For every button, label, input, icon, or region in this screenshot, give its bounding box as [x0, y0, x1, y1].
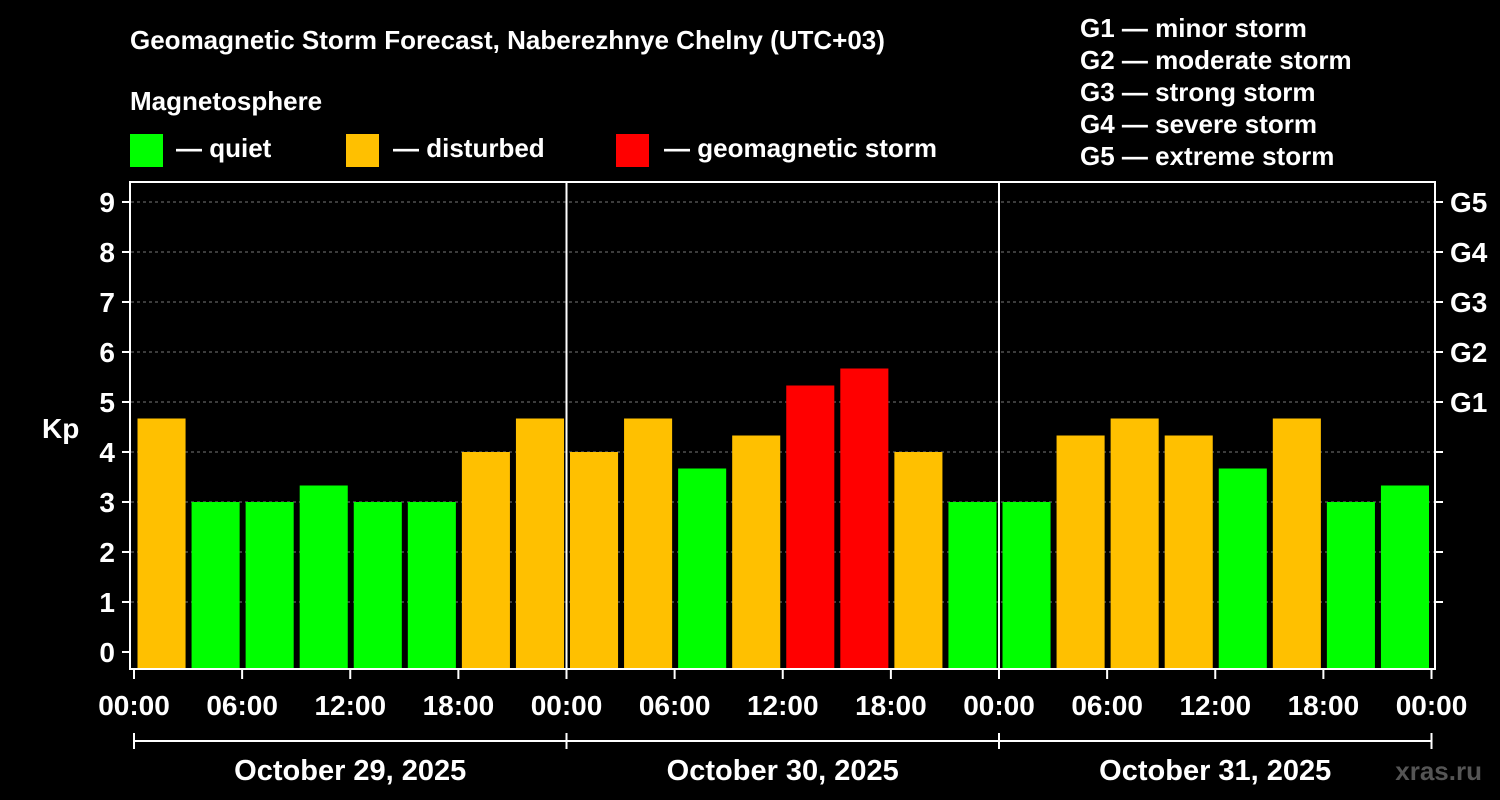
kp-bar — [570, 452, 619, 669]
day-dividers — [565, 182, 1000, 669]
day-label: October 30, 2025 — [667, 755, 899, 787]
kp-bar — [786, 385, 835, 669]
x-tick-label: 06:00 — [1071, 690, 1143, 721]
y-tick-label: 4 — [99, 437, 115, 468]
kp-bar — [1326, 502, 1375, 669]
x-tick-label: 00:00 — [531, 690, 603, 721]
kp-bar — [353, 502, 402, 669]
y-axis-label: Kp — [42, 413, 79, 444]
y-tick-label: 2 — [99, 537, 115, 568]
day-label: October 29, 2025 — [234, 755, 466, 787]
kp-bar — [1272, 418, 1321, 669]
kp-bar — [407, 502, 456, 669]
kp-bar — [1056, 435, 1105, 669]
legend-swatch-quiet — [130, 134, 163, 167]
kp-bar — [948, 502, 997, 669]
kp-bar — [732, 435, 781, 669]
y-tick-label: 3 — [99, 487, 115, 518]
kp-bar — [1110, 418, 1159, 669]
storm-level-label: G5 — [1450, 187, 1487, 218]
storm-level-legend: G1 — minor storm G2 — moderate storm G3 … — [1080, 13, 1352, 171]
kp-bar — [1164, 435, 1213, 669]
x-tick-label: 06:00 — [639, 690, 711, 721]
status-legend: — quiet — disturbed — geomagnetic storm — [130, 133, 937, 167]
kp-bar — [515, 418, 564, 669]
x-tick-label: 18:00 — [1288, 690, 1360, 721]
y-tick-label: 5 — [99, 387, 115, 418]
storm-level-label: G3 — [1450, 287, 1487, 318]
x-tick-label: 18:00 — [855, 690, 927, 721]
kp-bar — [894, 452, 943, 669]
gridlines — [131, 201, 1434, 603]
bars — [137, 368, 1429, 669]
y-tick-label: 8 — [99, 237, 115, 268]
day-label: October 31, 2025 — [1099, 755, 1331, 787]
kp-bar — [840, 368, 889, 669]
x-axis-ticks: 00:00 06:00 12:00 18:00 00:00 06:00 12:00 18:00… — [98, 669, 1467, 721]
kp-bar — [461, 452, 510, 669]
y-tick-label: 7 — [99, 287, 115, 318]
storm-legend-g2: G2 — moderate storm — [1080, 45, 1352, 75]
legend-swatch-disturbed — [346, 134, 379, 167]
kp-bar — [624, 418, 673, 669]
x-tick-label: 00:00 — [963, 690, 1035, 721]
y-tick-label: 0 — [99, 637, 115, 668]
kp-bar — [299, 485, 348, 669]
kp-bar — [1218, 468, 1267, 669]
magnetosphere-title: Magnetosphere — [130, 86, 322, 116]
y-axis-ticks: 0 1 2 3 4 5 6 7 8 9 — [99, 187, 130, 668]
day-bracket: October 29, 2025 October 30, 2025 October … — [133, 733, 1433, 787]
storm-level-axis: G1 G2 G3 G4 G5 — [1435, 187, 1488, 603]
kp-bar — [1380, 485, 1429, 669]
storm-level-label: G2 — [1450, 337, 1487, 368]
x-tick-label: 12:00 — [747, 690, 819, 721]
y-tick-label: 1 — [99, 587, 115, 618]
kp-bar — [191, 502, 240, 669]
storm-legend-g1: G1 — minor storm — [1080, 13, 1307, 43]
storm-level-label: G4 — [1450, 237, 1488, 268]
y-tick-label: 9 — [99, 187, 115, 218]
kp-bar — [245, 502, 294, 669]
legend-label-disturbed: — disturbed — [393, 133, 545, 163]
x-tick-label: 12:00 — [1179, 690, 1251, 721]
kp-bar — [1002, 502, 1051, 669]
x-tick-label: 00:00 — [98, 690, 170, 721]
chart-title: Geomagnetic Storm Forecast, Naberezhnye … — [130, 25, 885, 55]
storm-legend-g4: G4 — severe storm — [1080, 109, 1317, 139]
x-tick-label: 18:00 — [423, 690, 495, 721]
x-tick-label: 12:00 — [314, 690, 386, 721]
storm-level-label: G1 — [1450, 387, 1487, 418]
legend-swatch-storm — [616, 134, 649, 167]
storm-legend-g3: G3 — strong storm — [1080, 77, 1315, 107]
legend-label-storm: — geomagnetic storm — [664, 133, 937, 163]
kp-bar — [137, 418, 186, 669]
legend-label-quiet: — quiet — [176, 133, 272, 163]
watermark: xras.ru — [1395, 756, 1482, 786]
x-tick-label: 00:00 — [1396, 690, 1468, 721]
kp-bar — [678, 468, 727, 669]
y-tick-label: 6 — [99, 337, 115, 368]
storm-legend-g5: G5 — extreme storm — [1080, 141, 1334, 171]
x-tick-label: 06:00 — [206, 690, 278, 721]
